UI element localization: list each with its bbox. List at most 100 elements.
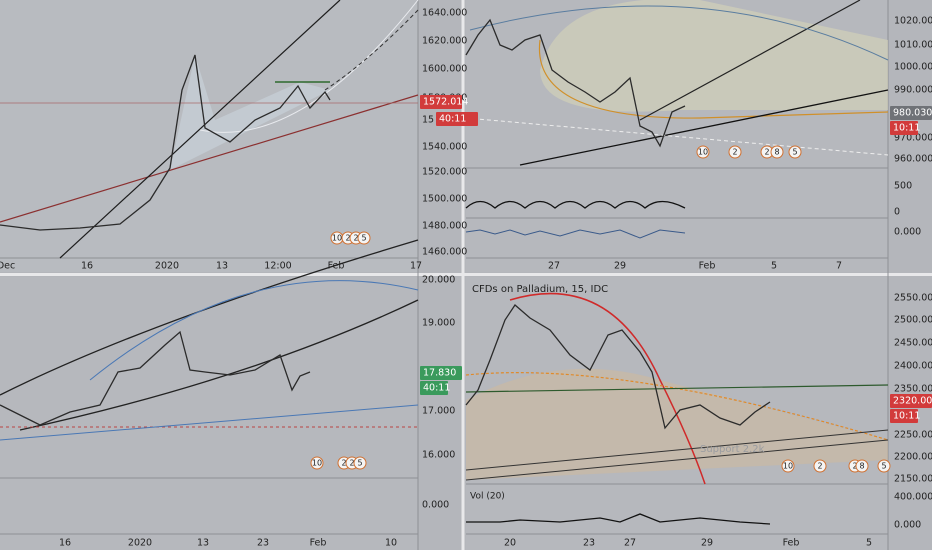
x-axis-label: 16 (81, 261, 93, 272)
event-badge (696, 145, 710, 159)
decoration (465, 372, 889, 441)
y-axis-label: 1640.000 (422, 8, 467, 19)
y-axis-label: 0.000 (894, 227, 921, 238)
event-count: 10 (332, 234, 342, 243)
y-axis-label: 1460.000 (422, 247, 467, 258)
decoration (59, 0, 341, 259)
price-tag-label: 40:11 (423, 383, 450, 394)
x-axis-label: 10 (385, 538, 397, 549)
price-tag (890, 409, 918, 423)
event-count: 2 (732, 148, 737, 157)
decoration (0, 404, 419, 441)
x-axis-label: 5 (771, 261, 777, 272)
x-axis-label: 2020 (128, 538, 152, 549)
event-count: 8 (859, 462, 864, 471)
event-count: 2 (852, 462, 857, 471)
event-badge (353, 456, 367, 470)
y-axis-label: 960.000 (894, 154, 932, 165)
event-count: 5 (357, 459, 362, 468)
y-axis-label: 1540.000 (422, 142, 467, 153)
x-axis-label: 27 (624, 538, 636, 549)
y-axis-label: 2550.00 (894, 293, 932, 304)
y-axis-label: 990.000 (894, 85, 932, 96)
decoration (519, 89, 889, 166)
decoration (465, 429, 889, 471)
y-axis-label: 2350.00 (894, 384, 932, 395)
event-count: 8 (774, 148, 779, 157)
event-count: 2 (345, 234, 350, 243)
decoration (199, 0, 419, 133)
event-badge (877, 459, 891, 473)
drawings (0, 0, 419, 259)
y-axis-label: 20.000 (422, 275, 455, 286)
event-badge (357, 231, 371, 245)
indicator-label: Vol (20) (470, 492, 505, 502)
decoration (0, 330, 311, 426)
drawings (0, 239, 419, 441)
y-axis-label: 400.000 (894, 492, 932, 503)
decoration (465, 200, 686, 209)
event-badge (770, 145, 784, 159)
price-tag-label: 17.830 (423, 368, 456, 379)
price-tag-label: 1572.014 (423, 97, 468, 108)
event-count: 2 (353, 234, 358, 243)
price-tag-label: 980.030 (893, 108, 932, 119)
decoration (170, 55, 330, 170)
event-count: 5 (792, 148, 797, 157)
x-axis-label: 7 (836, 261, 842, 272)
annotation: Support 2.2k (700, 444, 765, 455)
x-axis-label: 29 (701, 538, 713, 549)
price-tag (436, 112, 478, 126)
x-axis-label: 12:00 (264, 261, 291, 272)
y-axis-label: 0 (894, 207, 900, 218)
decoration (509, 292, 706, 485)
x-axis-label: 29 (614, 261, 626, 272)
decoration (324, 9, 419, 91)
price-tag-label: 10:11 (893, 123, 920, 134)
decoration (639, 0, 861, 121)
price-tag-label: 10:11 (893, 411, 920, 422)
event-count: 10 (312, 459, 322, 468)
x-axis-label: 2020 (155, 261, 179, 272)
event-count: 2 (349, 459, 354, 468)
y-axis-label: 2400.00 (894, 361, 932, 372)
y-axis-label: 1620.000 (422, 36, 467, 47)
event-badge (813, 459, 827, 473)
x-axis-label: Feb (783, 538, 800, 549)
y-axis-label: 19.000 (422, 318, 455, 329)
drawings (465, 292, 889, 525)
event-badge (728, 145, 742, 159)
x-axis-label: 5 (866, 538, 872, 549)
event-count: 10 (698, 148, 708, 157)
x-axis-label: Dec (0, 261, 15, 272)
x-axis-label: 27 (548, 261, 560, 272)
decoration (466, 513, 771, 525)
price-tag (420, 381, 448, 395)
x-axis-label: 20 (504, 538, 516, 549)
y-axis-label: 970.000 (894, 133, 932, 144)
y-axis-label: 15 (422, 115, 434, 126)
event-badge (310, 456, 324, 470)
y-axis-label: 0.000 (894, 520, 921, 531)
decoration (465, 18, 686, 148)
chart-title: CFDs on Palladium, 15, IDC (472, 284, 608, 295)
price-tag (420, 366, 462, 380)
price-tag (890, 121, 918, 135)
decoration (540, 0, 888, 112)
event-count: 2 (764, 148, 769, 157)
x-axis-label: 13 (197, 538, 209, 549)
price-tag (890, 394, 932, 408)
decoration (538, 39, 889, 119)
price-tag (420, 95, 462, 109)
x-axis-label: 23 (257, 538, 269, 549)
y-axis-label: 2150.00 (894, 474, 932, 485)
decoration (465, 384, 889, 393)
x-axis-label: 23 (583, 538, 595, 549)
decoration (0, 94, 419, 223)
event-count: 5 (881, 462, 886, 471)
decoration (19, 299, 419, 431)
y-axis-label: 2500.00 (894, 315, 932, 326)
x-axis-label: Feb (699, 261, 716, 272)
